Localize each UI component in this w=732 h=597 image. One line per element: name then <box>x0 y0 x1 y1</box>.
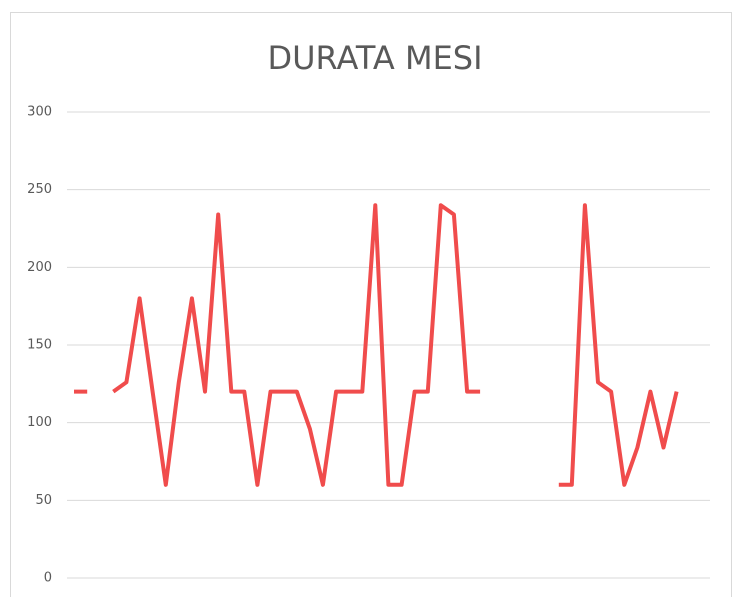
y-tick-label: 250 <box>27 182 52 197</box>
chart-border <box>10 12 732 597</box>
y-tick-label: 150 <box>27 338 52 353</box>
line-series <box>74 203 679 487</box>
y-tick-label: 300 <box>27 105 52 120</box>
y-tick-label: 0 <box>44 571 52 586</box>
y-tick-label: 200 <box>27 260 52 275</box>
chart-title: DURATA MESI <box>267 39 482 77</box>
y-tick-label: 100 <box>27 415 52 430</box>
y-tick-label: 50 <box>35 493 52 508</box>
